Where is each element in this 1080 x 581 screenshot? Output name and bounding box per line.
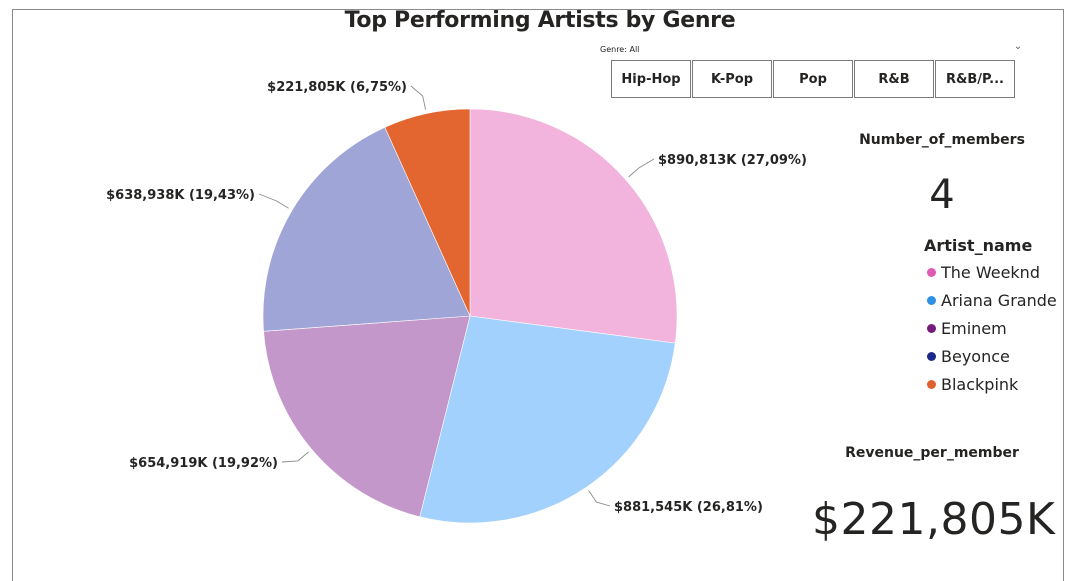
genre-button-k-pop[interactable]: K-Pop [692, 60, 772, 98]
legend-dot-icon [927, 351, 936, 361]
revenue-pie-chart[interactable]: $890,813K (27,09%) $881,545K (26,81%) $654… [0, 0, 860, 581]
data-label: $881,545K (26,81%) [614, 500, 763, 515]
genre-button-hip-hop[interactable]: Hip-Hop [611, 60, 691, 98]
pie-slice[interactable] [384, 108, 471, 317]
leader-line [410, 85, 427, 110]
data-label: $221,805K (6,75%) [267, 80, 407, 95]
pie-slice[interactable] [263, 315, 471, 518]
legend-item-ariana-grande[interactable]: Ariana Grande [924, 286, 1057, 314]
leader-line [628, 158, 655, 178]
legend-item-beyonce[interactable]: Beyonce [924, 342, 1057, 370]
members-card-label: Number_of_members [859, 132, 1025, 148]
pie-slice[interactable] [469, 108, 678, 344]
genre-slicer-caption: Genre: All [600, 45, 640, 54]
legend-item-eminem[interactable]: Eminem [924, 314, 1057, 342]
legend-item-the-weeknd[interactable]: The Weeknd [924, 258, 1057, 286]
legend-title: Artist_name [924, 236, 1033, 255]
genre-button-rnb[interactable]: R&B [854, 60, 934, 98]
legend-item-label: Eminem [941, 318, 1007, 338]
legend-dot-icon [927, 267, 936, 277]
legend-item-blackpink[interactable]: Blackpink [924, 370, 1057, 398]
legend-item-label: Beyonce [941, 346, 1010, 366]
chevron-down-icon[interactable]: ⌄ [1013, 41, 1023, 52]
report-title: Top Performing Artists by Genre [344, 8, 736, 33]
genre-slicer: Hip-Hop K-Pop Pop R&B R&B/P... [611, 60, 1016, 98]
leader-line [258, 193, 289, 209]
legend-item-label: Ariana Grande [941, 290, 1057, 310]
data-label: $890,813K (27,09%) [658, 153, 807, 168]
leader-line [281, 451, 309, 463]
genre-button-pop[interactable]: Pop [773, 60, 853, 98]
legend-dot-icon [927, 295, 936, 305]
members-card-value: 4 [929, 172, 955, 218]
data-label: $654,919K (19,92%) [129, 456, 278, 471]
legend-item-label: Blackpink [941, 374, 1019, 394]
pie-slice[interactable] [262, 126, 471, 332]
artist-legend: Artist_name The Weeknd Ariana Grande Emi… [924, 236, 1057, 398]
genre-button-rnb-pop[interactable]: R&B/P... [935, 60, 1015, 98]
leader-line [588, 490, 611, 507]
pie-slice[interactable] [419, 315, 676, 524]
visual-frame [12, 9, 1064, 581]
revenue-card-label: Revenue_per_member [845, 445, 1019, 461]
legend-item-label: The Weeknd [941, 262, 1040, 282]
data-label: $638,938K (19,43%) [106, 188, 255, 203]
legend-dot-icon [927, 379, 936, 389]
revenue-card-value: $221,805K [812, 494, 1056, 545]
legend-dot-icon [927, 323, 936, 333]
